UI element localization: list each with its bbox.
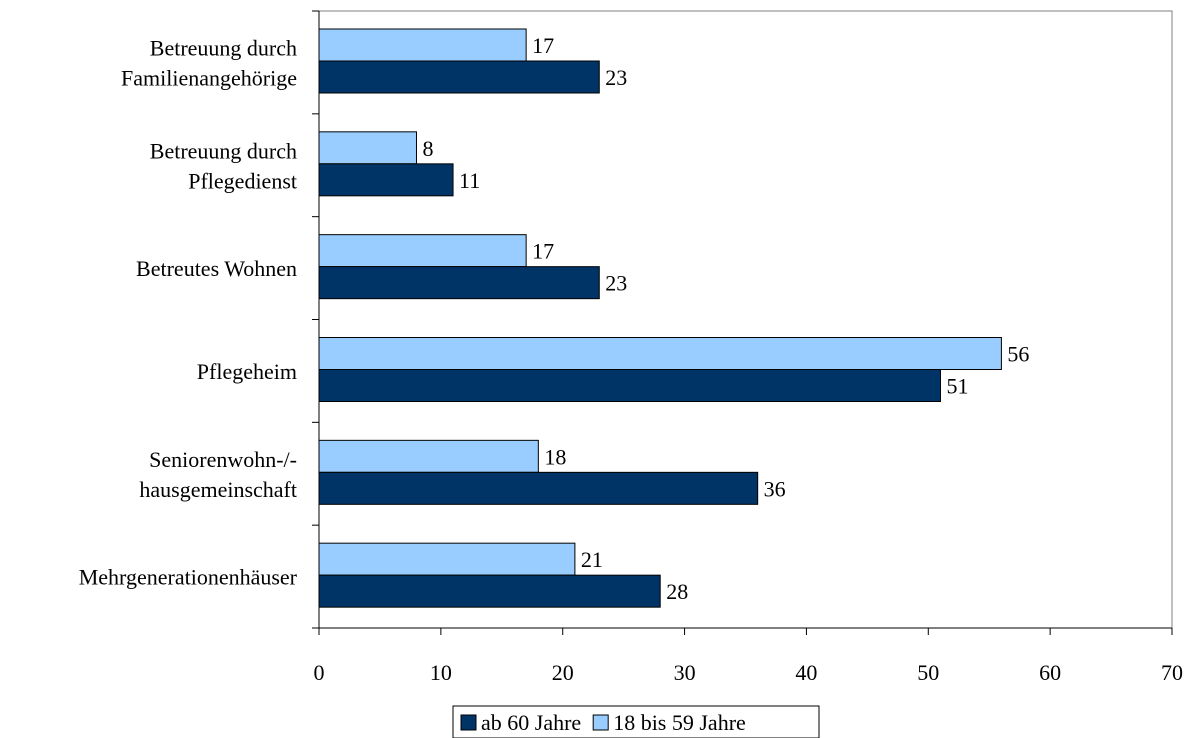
x-tick-label-2: 20 [552,660,574,685]
category-label-line: Betreuung durch [150,138,297,163]
bar-age-18-59-1 [318,131,417,165]
data-label-age-60-plus-2: 23 [605,271,627,296]
bar-age-60-plus-1 [318,163,454,197]
x-tick-label-1: 10 [430,660,452,685]
data-labels-group: 17 23 8 11 17 23 56 51 18 36 21 28 [422,33,1029,604]
bar-age-60-plus-0 [318,60,600,94]
data-label-age-18-59-5: 21 [581,547,603,572]
data-label-age-18-59-1: 8 [422,136,433,161]
x-tick-label-0: 0 [314,660,325,685]
x-tick-label-3: 30 [674,660,696,685]
category-label-line: Betreutes Wohnen [136,256,297,281]
legend: ab 60 Jahre 18 bis 59 Jahre [452,705,820,738]
category-label-line: Familienangehörige [121,65,297,90]
category-label-line: Pflegeheim [197,359,297,384]
category-label-5: Mehrgenerationenhäuser [79,565,298,590]
bar-age-60-plus-3 [318,369,941,402]
category-label-2: Betreutes Wohnen [136,256,297,281]
data-label-age-18-59-0: 17 [532,33,554,58]
bar-age-60-plus-2 [318,266,600,300]
x-tick-label-4: 40 [795,660,817,685]
x-tick-label-6: 60 [1039,660,1061,685]
data-label-age-60-plus-3: 51 [946,374,968,399]
data-label-age-18-59-2: 17 [532,239,554,264]
category-labels-group: Betreuung durch FamilienangehörigeBetreuu… [79,35,298,589]
category-label-0: Betreuung durch Familienangehörige [121,35,297,90]
category-label-line: Mehrgenerationenhäuser [79,565,298,590]
x-tick-label-5: 50 [917,660,939,685]
bar-age-60-plus-5 [318,574,661,608]
legend-label-1: 18 bis 59 Jahre [613,710,746,735]
data-label-age-60-plus-0: 23 [605,65,627,90]
bars-group [318,28,1002,608]
data-label-age-60-plus-1: 11 [459,168,480,193]
data-label-age-18-59-4: 18 [544,444,566,469]
category-label-1: Betreuung durch Pflegedienst [150,138,297,193]
data-label-age-18-59-3: 56 [1007,342,1029,367]
category-label-line: Betreuung durch [150,35,297,60]
data-label-age-60-plus-4: 36 [764,476,786,501]
bar-age-18-59-5 [318,542,576,576]
legend-swatch-1 [592,714,609,731]
data-label-age-60-plus-5: 28 [666,579,688,604]
bar-age-18-59-4 [318,439,539,473]
legend-box [452,705,820,738]
legend-label-0: ab 60 Jahre [481,710,581,735]
category-label-3: Pflegeheim [197,359,297,384]
axes-group: 0 10 20 30 40 50 60 70 [312,10,1183,685]
category-label-4: Seniorenwohn-/- hausgemeinschaft [139,447,297,502]
x-tick-label-7: 70 [1161,660,1183,685]
plot-border [318,10,1173,629]
bar-age-18-59-2 [318,234,527,268]
bar-age-18-59-3 [318,337,1002,370]
legend-swatch-0 [460,714,477,731]
category-label-line: hausgemeinschaft [139,477,297,502]
plot-area [318,10,1173,629]
bar-age-60-plus-4 [318,471,759,505]
category-label-line: Pflegedienst [188,168,297,193]
bar-age-18-59-0 [318,28,527,62]
category-label-line: Seniorenwohn-/- [149,447,297,472]
